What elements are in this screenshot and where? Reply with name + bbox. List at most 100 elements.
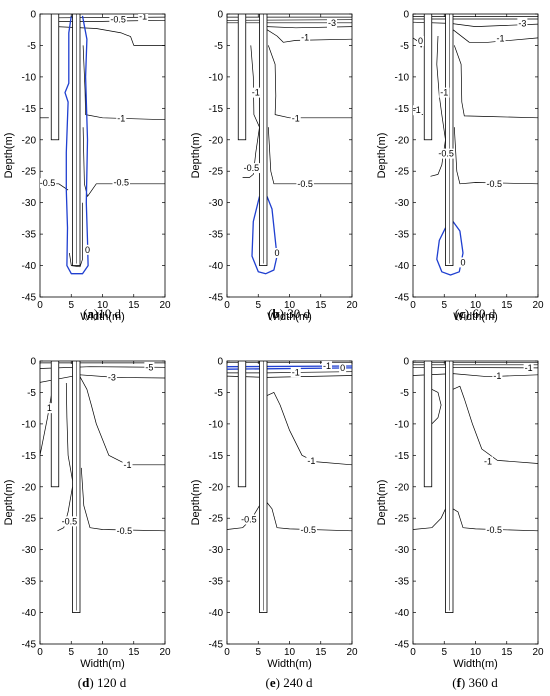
contour-line-level--1 [452,385,538,464]
y-tick-label: -5 [27,388,36,399]
x-tick-label: 15 [501,647,513,658]
contour-label: -1 [496,34,504,44]
y-tick-label: -10 [22,72,37,83]
y-tick-label: -20 [22,135,37,146]
contour-label: 0 [418,36,423,46]
y-tick-label: -20 [395,135,410,146]
y-tick-label: -10 [209,419,224,430]
x-tick-label: 20 [532,300,544,311]
contour-line-level-0 [64,15,89,275]
contour-label: -3 [108,372,116,382]
y-tick-label: -30 [22,545,37,556]
y-tick-label: -45 [22,293,37,304]
y-tick-label: -10 [22,419,37,430]
y-tick-label: -45 [209,640,224,651]
y-axis-label: Depth(m) [376,480,388,526]
panel-caption: (b) 30 d [268,306,310,321]
y-tick-label: 0 [403,10,409,21]
panel-caption: (e) 240 d [266,675,313,690]
contour-label: -0.5 [241,514,257,524]
y-tick-label: 0 [403,357,409,368]
x-tick-label: 20 [532,647,544,658]
contour-line-level-0 [251,196,278,275]
contour-label: 0 [85,245,90,255]
y-tick-label: -15 [209,451,224,462]
y-axis-label: Depth(m) [3,480,15,526]
x-tick-label: 20 [346,647,358,658]
y-tick-label: -30 [395,545,410,556]
contour-label: -0.5 [300,525,316,535]
x-tick-label: 10 [97,300,109,311]
y-axis-label: Depth(m) [376,133,388,179]
y-tick-label: -30 [395,198,410,209]
y-tick-label: -5 [27,41,36,52]
x-tick-label: 20 [159,647,171,658]
contour-line [413,373,538,378]
chart-panel-f: -1 -1 -1 -0.5 0 5 10 15 20 0 -5 -10 -15 -20 -25 -30 -35 -… [376,357,544,691]
y-tick-label: -40 [209,261,224,272]
y-tick-label: -10 [395,72,410,83]
y-tick-label: -5 [400,41,409,52]
x-axis-label: Width(m) [80,658,125,670]
x-axis-label: Width(m) [267,658,312,670]
panel-caption: (a)10 d [83,306,121,321]
y-tick-label: -35 [209,230,224,241]
x-tick-label: 10 [97,647,109,658]
contour-line-level--1 [266,29,352,43]
y-tick-label: -25 [209,514,224,525]
x-tick-label: 10 [470,647,482,658]
contour-label: -0.5 [486,525,502,535]
y-tick-label: -25 [22,514,37,525]
x-tick-label: 0 [410,647,416,658]
contour-line-level--1 [227,371,352,374]
contour-line [413,508,446,530]
y-tick-label: -40 [22,261,37,272]
contour-label: 1 [47,403,52,413]
y-tick-label: -20 [209,482,224,493]
y-tick-label: -25 [22,167,37,178]
contour-label: 0 [340,363,345,373]
contour-line [430,35,446,177]
contour-label: -1 [323,361,331,371]
y-tick-label: 0 [217,10,223,21]
contour-label: -5 [145,362,153,372]
x-tick-label: 15 [501,300,513,311]
x-tick-label: 20 [159,300,171,311]
contour-line-level-0 [436,221,464,276]
y-tick-label: -35 [395,577,410,588]
y-tick-label: -15 [22,451,37,462]
y-tick-label: -40 [395,608,410,619]
chart-panel-a: -0.5 -1 -1 -0.5 -0.5 0 0 5 10 15 20 0 -5 -10 -15 -20 -25… [3,10,171,324]
contour-label: -0.5 [40,178,56,188]
x-tick-label: 5 [255,647,261,658]
y-tick-label: -45 [209,293,224,304]
y-axis-label: Depth(m) [3,133,15,179]
x-tick-label: 0 [224,647,230,658]
contour-label: -1 [117,113,125,123]
y-tick-label: -5 [214,388,223,399]
y-tick-label: -5 [400,388,409,399]
x-axis-label: Width(m) [80,311,125,323]
plot-area [226,360,353,645]
plot-area [226,13,353,298]
contour-label: -1 [292,113,300,123]
contour-label: -3 [518,18,526,28]
contour-label: -0.5 [297,179,313,189]
y-axis-label: Depth(m) [190,133,202,179]
plot-area [39,13,166,298]
y-tick-label: -40 [22,608,37,619]
x-tick-label: 20 [346,300,358,311]
y-tick-label: -35 [22,230,37,241]
y-axis-label: Depth(m) [190,480,202,526]
y-tick-label: -30 [209,545,224,556]
panel-caption: (d) 120 d [78,675,127,690]
contour-label: -0.5 [110,15,126,25]
y-tick-label: -35 [395,230,410,241]
y-tick-label: -35 [22,577,37,588]
x-tick-label: 0 [224,300,230,311]
contour-line-level--3 [40,374,165,383]
contour-label: -1 [292,367,300,377]
x-axis-label: Width(m) [453,658,498,670]
x-tick-label: 5 [68,300,74,311]
contour-label: -1 [440,88,448,98]
